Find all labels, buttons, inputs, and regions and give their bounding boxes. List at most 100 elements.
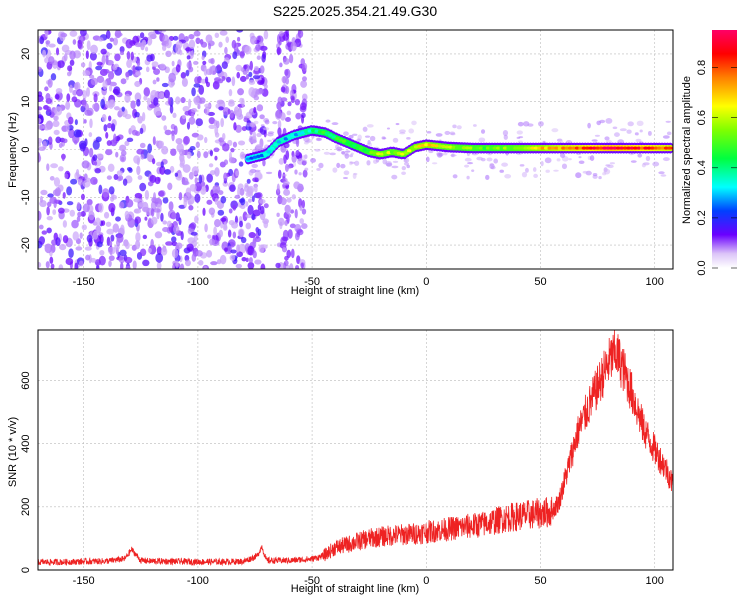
spectrogram-noise-blob	[294, 208, 298, 219]
spectrogram-noise-blob	[139, 248, 147, 257]
spectrogram-noise-blob	[209, 150, 213, 157]
spectrogram-noise-blob	[125, 71, 130, 78]
spectrogram-noise-blob	[83, 119, 87, 124]
spectrogram-noise-blob	[277, 119, 282, 129]
spectrogram-noise-blob	[472, 124, 477, 127]
spectrogram-noise-blob	[217, 209, 225, 216]
spectrogram-noise-blob	[139, 182, 147, 192]
ridge-core	[615, 146, 621, 150]
spectrogram-noise-blob	[114, 32, 123, 37]
spectrogram-noise-blob	[137, 175, 143, 180]
spectrogram-noise-blob	[300, 262, 304, 269]
ridge-core	[324, 131, 330, 135]
spectrogram-noise-blob	[106, 175, 112, 180]
spectrogram-noise-blob	[205, 34, 213, 43]
ridge-core	[403, 151, 408, 155]
spectrogram-noise-blob	[343, 131, 349, 136]
spectrogram-noise-blob	[253, 106, 257, 114]
spectrogram-noise-blob	[285, 150, 290, 160]
colorbar-tick-label: 0.0	[696, 260, 708, 275]
spectrogram-noise-blob	[259, 114, 265, 120]
ridge-core	[468, 146, 474, 150]
snr-x-tick-label: -150	[73, 575, 95, 587]
spectrogram-noise-blob	[163, 125, 168, 131]
ridge-core	[581, 146, 587, 150]
spectrogram-noise-blob	[147, 143, 153, 154]
spectrogram-noise-blob	[466, 175, 470, 180]
spectrogram-noise-blob	[222, 181, 229, 187]
snr-data	[38, 330, 673, 567]
spectrogram-noise-blob	[50, 73, 57, 81]
spectrogram-noise-blob	[179, 263, 185, 269]
spectrogram-noise-blob	[285, 68, 291, 79]
spectrogram-noise-blob	[214, 32, 220, 39]
spectrogram-noise-blob	[156, 77, 160, 82]
spectrogram-noise-blob	[252, 250, 257, 259]
spectrogram-noise-blob	[214, 132, 220, 138]
ridge-core	[396, 151, 402, 155]
spectrogram-noise-blob	[228, 89, 233, 97]
colorbar-tick-label: 0.8	[696, 60, 708, 75]
spectrogram-noise-blob	[276, 183, 280, 194]
spectrogram-noise-blob	[249, 135, 253, 141]
spectrogram-noise-blob	[208, 42, 212, 50]
spectrogram-noise-blob	[556, 158, 561, 162]
spectrogram-y-tick-label: -20	[20, 237, 32, 253]
spectrogram-noise-blob	[568, 158, 572, 161]
spectrogram-noise-blob	[197, 134, 204, 141]
spectrogram-noise-blob	[245, 257, 249, 263]
spectrogram-noise-blob	[78, 140, 87, 150]
spectrogram-noise-blob	[76, 216, 81, 223]
spectrogram-noise-blob	[238, 161, 244, 167]
spectrogram-noise-blob	[296, 229, 304, 236]
spectrogram-noise-blob	[188, 39, 196, 50]
ridge-core	[273, 143, 278, 147]
spectrogram-noise-blob	[272, 121, 278, 125]
spectrogram-x-tick-label: -50	[304, 276, 320, 288]
spectrogram-noise-blob	[195, 141, 200, 148]
spectrogram-noise-blob	[206, 249, 213, 258]
spectrogram-noise-blob	[627, 121, 634, 127]
ridge-core	[492, 146, 498, 150]
spectrogram-noise-blob	[237, 88, 244, 96]
spectrogram-noise-blob	[200, 41, 208, 48]
spectrogram-noise-blob	[147, 181, 154, 187]
spectrogram-noise-blob	[263, 203, 269, 209]
spectrogram-noise-blob	[77, 39, 83, 49]
spectrogram-x-tick-label: 50	[534, 276, 546, 288]
spectrogram-noise-blob	[46, 206, 50, 216]
spectrogram-y-tick-label: -10	[20, 189, 32, 205]
spectrogram-noise-blob	[158, 92, 165, 99]
spectrogram-noise-blob	[135, 239, 141, 250]
spectrogram-noise-blob	[288, 53, 294, 64]
spectrogram-noise-blob	[188, 66, 194, 73]
spectrogram-noise-blob	[139, 142, 146, 149]
spectrogram-noise-blob	[245, 122, 252, 127]
spectrogram-noise-blob	[559, 152, 566, 158]
spectrogram-noise-blob	[252, 131, 257, 140]
ridge-core	[663, 146, 669, 150]
spectrogram-noise-blob	[316, 167, 321, 171]
spectrogram-noise-blob	[172, 35, 179, 41]
spectrogram-noise-blob	[578, 156, 582, 159]
ridge-core	[406, 149, 412, 153]
spectrogram-noise-blob	[191, 108, 198, 113]
spectrogram-noise-blob	[471, 169, 475, 172]
spectrogram-noise-blob	[108, 260, 112, 268]
spectrogram-noise-blob	[115, 151, 119, 158]
spectrogram-noise-blob	[89, 74, 95, 79]
spectrogram-noise-blob	[124, 256, 133, 264]
spectrogram-noise-blob	[443, 151, 448, 156]
spectrogram-noise-blob	[150, 208, 155, 217]
spectrogram-noise-blob	[53, 115, 59, 121]
spectrogram-noise-blob	[90, 176, 98, 185]
spectrogram-noise-blob	[148, 217, 152, 226]
spectrogram-noise-blob	[140, 42, 145, 51]
spectrogram-noise-blob	[501, 162, 509, 167]
spectrogram-noise-blob	[369, 135, 376, 142]
ridge-core	[636, 146, 641, 150]
spectrogram-noise-blob	[291, 194, 296, 200]
ridge-core	[376, 152, 381, 156]
spectrogram-noise-blob	[96, 61, 103, 66]
spectrogram-noise-blob	[540, 161, 544, 167]
